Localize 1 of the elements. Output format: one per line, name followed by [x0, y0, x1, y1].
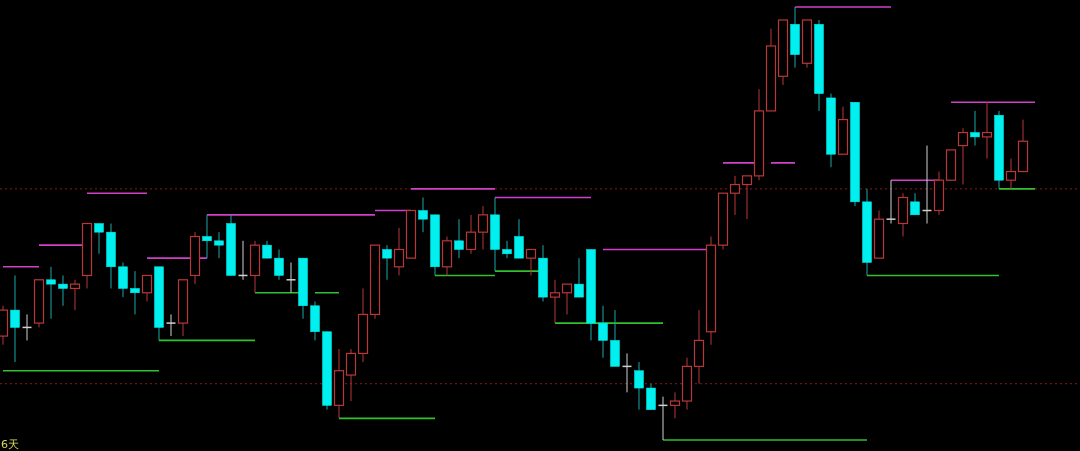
annotation: 6天: [1, 438, 19, 451]
